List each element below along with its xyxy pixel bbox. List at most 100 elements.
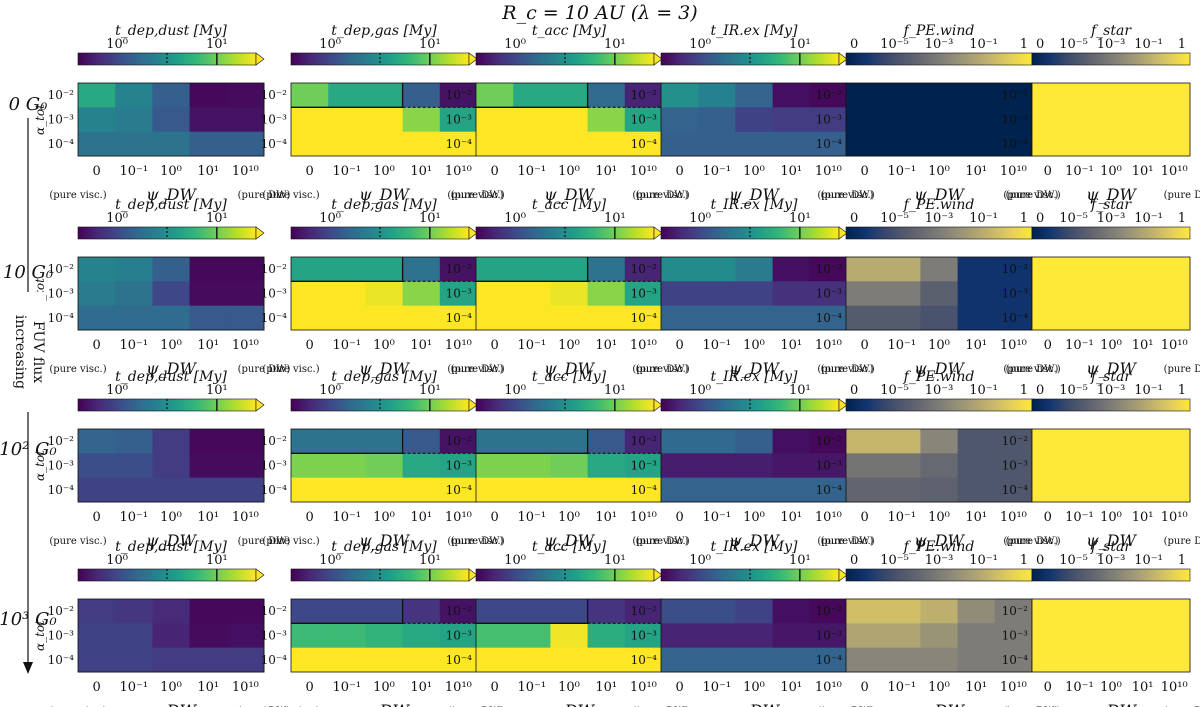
colorbar-tick-label: 10⁻⁵ xyxy=(880,37,909,52)
heatmap-cell xyxy=(698,305,736,331)
x-right-note: (pure DW) xyxy=(1006,190,1059,201)
heatmap-cell xyxy=(1095,281,1128,307)
heatmap-cell xyxy=(587,131,626,157)
y-tick-label: 10⁻² xyxy=(631,604,658,618)
heatmap-cell xyxy=(846,453,884,479)
colorbar-tick-label: 10⁰ xyxy=(319,553,341,568)
heatmap-cell xyxy=(189,623,228,649)
x-tick-label: 10¹ xyxy=(780,510,802,525)
panel-title: f_PE.wind xyxy=(903,369,975,385)
heatmap-cell xyxy=(152,623,191,649)
y-tick-label: 10⁻³ xyxy=(1002,459,1029,473)
colorbar-extend-arrow xyxy=(653,226,663,240)
heatmap-cell xyxy=(152,477,191,503)
colorbar-extend-arrow xyxy=(255,52,265,66)
heatmap-cell xyxy=(772,453,811,479)
colorbar-tick-label: 10⁰ xyxy=(689,553,711,568)
x-left-note: (pure visc.) xyxy=(817,364,874,375)
x-tick-label: 10¹⁰ xyxy=(1000,680,1027,695)
heatmap-cell xyxy=(402,429,441,454)
heatmap-cell xyxy=(957,647,996,673)
heatmap-cell xyxy=(735,131,774,157)
colorbar-tick-label: 10¹ xyxy=(206,37,228,52)
y-tick-label: 10⁻² xyxy=(446,262,473,276)
y-tick-label: 10⁻⁴ xyxy=(446,483,473,497)
x-tick-label: 10⁻¹ xyxy=(1065,338,1094,353)
heatmap-cell xyxy=(189,429,228,454)
colorbar-tick-label: 10⁻⁵ xyxy=(1059,383,1088,398)
colorbar-tick-label: 10¹ xyxy=(604,211,626,226)
heatmap-cell xyxy=(550,429,589,454)
x-tick-label: 10⁻¹ xyxy=(517,680,546,695)
colorbar-tick-label: 10⁻³ xyxy=(1097,553,1126,568)
heatmap-frame xyxy=(1031,256,1191,331)
heatmap-cell xyxy=(920,647,959,673)
x-axis-label: ψ_DW xyxy=(1086,701,1137,707)
heatmap-cell xyxy=(809,477,848,503)
x-tick-label: 10¹⁰ xyxy=(1161,510,1188,525)
x-tick-label: 10⁰ xyxy=(160,510,182,525)
heatmap-cell xyxy=(698,623,736,649)
heatmap-cell xyxy=(772,257,811,282)
x-left-note: (pure visc.) xyxy=(447,536,504,547)
x-tick-label: 10¹ xyxy=(965,510,987,525)
y-tick-label: 10⁻³ xyxy=(261,459,288,473)
heatmap-cell xyxy=(291,453,329,479)
heatmap-cell xyxy=(402,257,441,282)
heatmap-cell xyxy=(291,647,329,673)
panel-title: t_dep,dust [My] xyxy=(115,197,227,213)
heatmap-cell xyxy=(328,453,366,479)
x-tick-label: 10⁰ xyxy=(558,164,580,179)
y-tick-label: 10⁻² xyxy=(48,88,75,102)
heatmap-cell xyxy=(291,131,329,157)
heatmap-cell xyxy=(115,647,153,673)
colorbar-tick-label: 10⁻¹ xyxy=(969,211,998,226)
heatmap-cell xyxy=(1095,477,1128,503)
heatmap-cell xyxy=(189,83,228,108)
colorbar-tick-label: 0 xyxy=(850,37,858,52)
heatmap-cell xyxy=(994,647,1033,673)
heatmap-cell xyxy=(698,453,736,479)
heatmap-cell xyxy=(624,131,663,157)
heatmap-cell xyxy=(920,477,959,503)
heatmap-cell xyxy=(1063,599,1096,624)
x-tick-label: 10¹⁰ xyxy=(1000,338,1027,353)
heatmap-cell xyxy=(550,107,589,133)
heatmap-cell xyxy=(809,257,848,282)
heatmap-cell xyxy=(189,647,228,673)
heatmap-cell xyxy=(846,647,884,673)
heatmap-cell xyxy=(550,623,589,649)
panel-title: t_dep,gas [My] xyxy=(331,197,437,213)
heatmap-cell xyxy=(78,599,116,624)
heatmap-cell xyxy=(513,647,551,673)
colorbar-tick-label: 10⁻⁵ xyxy=(880,211,909,226)
x-tick-label: 10¹⁰ xyxy=(232,338,259,353)
heatmap-cell xyxy=(1126,257,1159,282)
colorbar-tick-label: 10¹ xyxy=(206,211,228,226)
x-tick-label: 10⁰ xyxy=(743,680,765,695)
x-right-note: (pure DW) xyxy=(238,190,291,201)
y-tick-label: 10⁻⁴ xyxy=(1002,653,1029,667)
colorbar-extend-arrow xyxy=(653,52,663,66)
x-tick-label: 10⁻¹ xyxy=(702,510,731,525)
heatmap-cell xyxy=(883,453,921,479)
heatmap-cell xyxy=(587,305,626,331)
heatmap-cell xyxy=(772,429,811,454)
heatmap-cell xyxy=(661,281,699,307)
x-tick-label: 10¹ xyxy=(1132,510,1154,525)
heatmap-cell xyxy=(1032,599,1065,624)
colorbar-tick-label: 10⁰ xyxy=(504,211,526,226)
heatmap-cell xyxy=(365,281,404,307)
colorbar-tick-label: 10⁻⁵ xyxy=(1059,211,1088,226)
heatmap-cell xyxy=(1063,647,1096,673)
heatmap-cell xyxy=(152,257,191,282)
colorbar-tick-label: 10⁻¹ xyxy=(969,37,998,52)
colorbar xyxy=(845,398,1033,412)
heatmap-cell xyxy=(513,429,551,454)
heatmap-frame xyxy=(77,428,265,503)
y-tick-label: 10⁻² xyxy=(48,434,75,448)
heatmap-cell xyxy=(735,453,774,479)
x-tick-label: 10¹⁰ xyxy=(445,338,472,353)
colorbar-tick-label: 10¹ xyxy=(789,37,811,52)
heatmap-cell xyxy=(1063,477,1096,503)
